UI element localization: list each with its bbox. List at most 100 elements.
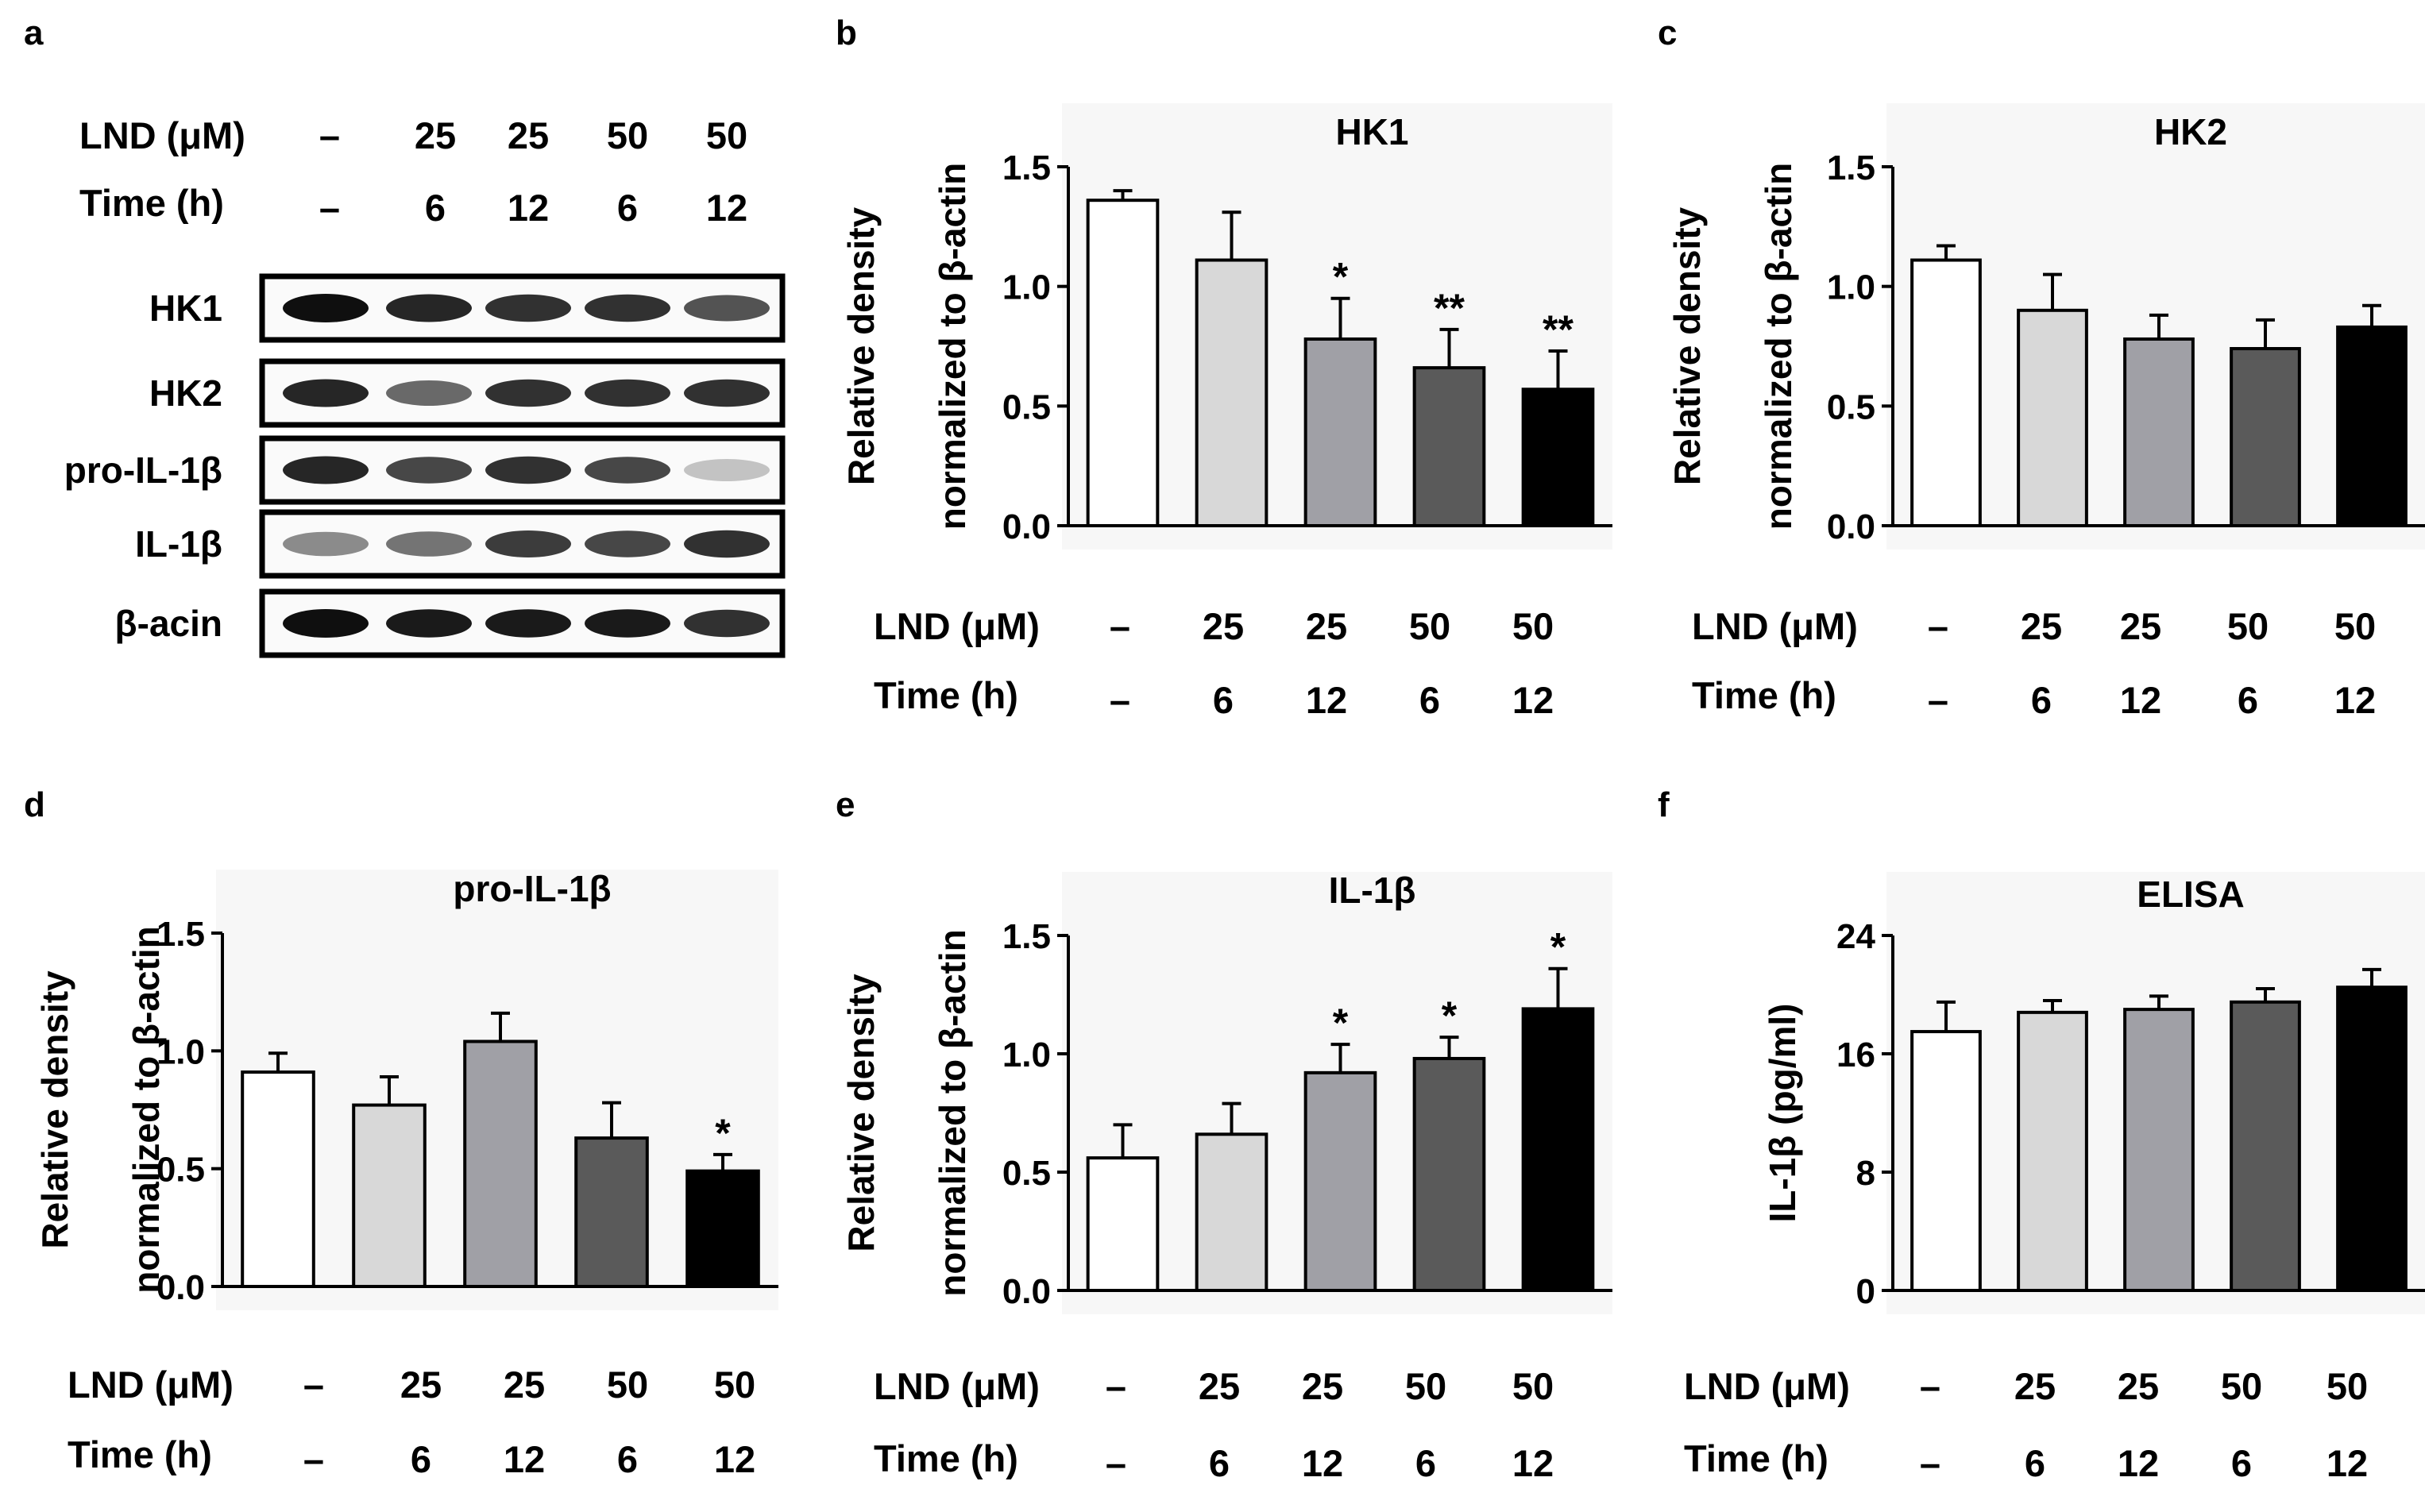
chart-b-lnd-value: –	[1110, 605, 1130, 647]
blot-band	[283, 531, 369, 557]
chart-d-title: pro-IL-1β	[453, 868, 611, 909]
chart-d-panel-letter: d	[24, 785, 45, 824]
chart-f-y-axis-label: IL-1β (pg/ml)	[1762, 1004, 1803, 1223]
chart-c-time-value: 12	[2120, 679, 2161, 721]
chart-f-time-value: 6	[2025, 1442, 2045, 1484]
chart-c-lnd-value: 50	[2227, 605, 2269, 647]
chart-b-significance-mark: **	[1543, 307, 1574, 352]
chart-d-lnd-value: –	[303, 1364, 324, 1406]
chart-f-time-value: 12	[2327, 1442, 2368, 1484]
panel-c: c HK2 0.0 0.5 1.0 1.5 Relative density normaliz…	[1658, 14, 2425, 721]
chart-e-bar	[1412, 1056, 1486, 1292]
blot-band	[283, 456, 369, 484]
blot-row-label: HK1	[149, 287, 222, 329]
chart-c-time-value: 6	[2238, 679, 2258, 721]
chart-d-bar	[574, 1136, 649, 1288]
chart-b-time-value: 6	[1419, 679, 1440, 721]
chart-c-y-tick-label: 0.0	[1827, 507, 1875, 546]
chart-b-bar	[1521, 388, 1595, 527]
chart-e-y-tick-label: 0.0	[1002, 1272, 1051, 1311]
chart-d-time-value: 12	[504, 1438, 545, 1480]
blot-band	[585, 609, 670, 638]
chart-c-bar	[2336, 325, 2408, 528]
chart-d-lnd-value: 25	[400, 1364, 442, 1406]
chart-e-y-axis-label: normalized to β-actin	[932, 929, 973, 1297]
chart-b-time-value: 12	[1512, 679, 1554, 721]
chart-e-significance-mark: *	[1333, 1001, 1349, 1045]
chart-b-lnd-value: 50	[1409, 605, 1450, 647]
blot-band	[485, 609, 571, 638]
chart-e-bar	[1303, 1070, 1377, 1292]
chart-e-time-value: 12	[1302, 1442, 1343, 1484]
chart-b-lnd-value: 25	[1203, 605, 1244, 647]
panel-a-letter: a	[24, 14, 44, 52]
panel-a-lnd-value: 50	[607, 114, 648, 156]
panel-a-time-value: –	[319, 187, 340, 229]
chart-b-significance-mark: **	[1434, 286, 1465, 330]
chart-b-time-value: 6	[1213, 679, 1234, 721]
blot-band	[386, 609, 472, 638]
panel-a-time-value: 12	[706, 187, 747, 229]
blot-band	[684, 609, 770, 638]
chart-f-bar	[2017, 1010, 2088, 1292]
chart-b-time-value: 12	[1306, 679, 1347, 721]
chart-b-lnd-value: 50	[1512, 605, 1554, 647]
blot-band	[485, 379, 571, 407]
panel-a-western-blot: a LND (μM) Time (h) – 25 25 50 50 – 6 12 6 12 HK1 HK2 p…	[24, 14, 786, 658]
chart-d-time-value: –	[303, 1438, 324, 1480]
chart-d-y-tick-label: 0.5	[156, 1151, 205, 1190]
blot-band	[283, 294, 369, 322]
chart-e-lnd-value: –	[1106, 1365, 1126, 1407]
blot-band	[585, 294, 670, 322]
chart-f-lnd-label: LND (μM)	[1684, 1365, 1850, 1407]
chart-d-bar	[685, 1169, 760, 1288]
blot-band	[386, 531, 472, 557]
chart-c-bar	[2230, 347, 2301, 527]
chart-c-y-tick-label: 0.5	[1827, 388, 1875, 426]
chart-b-significance-mark: *	[1333, 255, 1349, 299]
chart-e-time-value: 6	[1415, 1442, 1436, 1484]
chart-c-y-axis-label: normalized to β-actin	[1758, 163, 1799, 530]
panel-a-time-value: 6	[617, 187, 638, 229]
chart-d-y-axis-label: Relative density	[34, 970, 75, 1249]
blot-row-label: pro-IL-1β	[64, 449, 222, 491]
panel-f: f ELISA 0 8 16 24 IL-1β (pg/ml) LND (μM) Time (h…	[1658, 785, 2425, 1484]
chart-e-panel-letter: e	[836, 785, 855, 824]
blot-band	[283, 609, 369, 638]
chart-d-y-tick-label: 1.5	[156, 915, 205, 954]
chart-b-bar	[1195, 258, 1268, 527]
chart-f-lnd-value: 50	[2221, 1365, 2262, 1407]
chart-b-bar	[1412, 366, 1486, 527]
bar-chart-panels: b HK1 0.0 0.5 1.0 1.5 Relative density normaliz…	[24, 14, 2425, 1484]
chart-c-title: HK2	[2154, 111, 2227, 152]
chart-f-time-label: Time (h)	[1684, 1437, 1828, 1479]
chart-d-time-value: 6	[411, 1438, 431, 1480]
chart-d-y-tick-label: 0.0	[156, 1268, 205, 1307]
chart-c-lnd-value: 25	[2021, 605, 2062, 647]
chart-d-bar	[352, 1103, 427, 1288]
chart-f-panel-letter: f	[1658, 785, 1670, 824]
chart-f-title: ELISA	[2137, 874, 2244, 915]
chart-e-bar	[1195, 1132, 1268, 1292]
blot-band	[585, 379, 670, 407]
chart-f-time-value: 6	[2231, 1442, 2252, 1484]
chart-b-panel-letter: b	[836, 14, 857, 52]
chart-c-lnd-value: 50	[2334, 605, 2376, 647]
chart-e-time-value: –	[1106, 1442, 1126, 1484]
chart-e-title: IL-1β	[1329, 870, 1416, 911]
chart-c-y-axis-label: Relative density	[1666, 206, 1708, 485]
blot-row-label: HK2	[149, 372, 222, 414]
chart-d-y-tick-label: 1.0	[156, 1032, 205, 1071]
blot-band	[684, 530, 770, 558]
chart-e-lnd-value: 50	[1512, 1365, 1554, 1407]
chart-c-y-tick-label: 1.5	[1827, 148, 1875, 187]
chart-e-lnd-label: LND (μM)	[874, 1365, 1040, 1407]
chart-f-lnd-value: 25	[2118, 1365, 2159, 1407]
chart-f-time-value: –	[1920, 1442, 1940, 1484]
chart-c-bar	[2123, 337, 2195, 527]
chart-b-time-label: Time (h)	[874, 674, 1018, 716]
chart-d-bar	[463, 1040, 538, 1288]
chart-d-lnd-value: 25	[504, 1364, 545, 1406]
blot-row-label: β-acin	[115, 603, 222, 644]
chart-b-y-axis-label: normalized to β-actin	[932, 163, 973, 530]
